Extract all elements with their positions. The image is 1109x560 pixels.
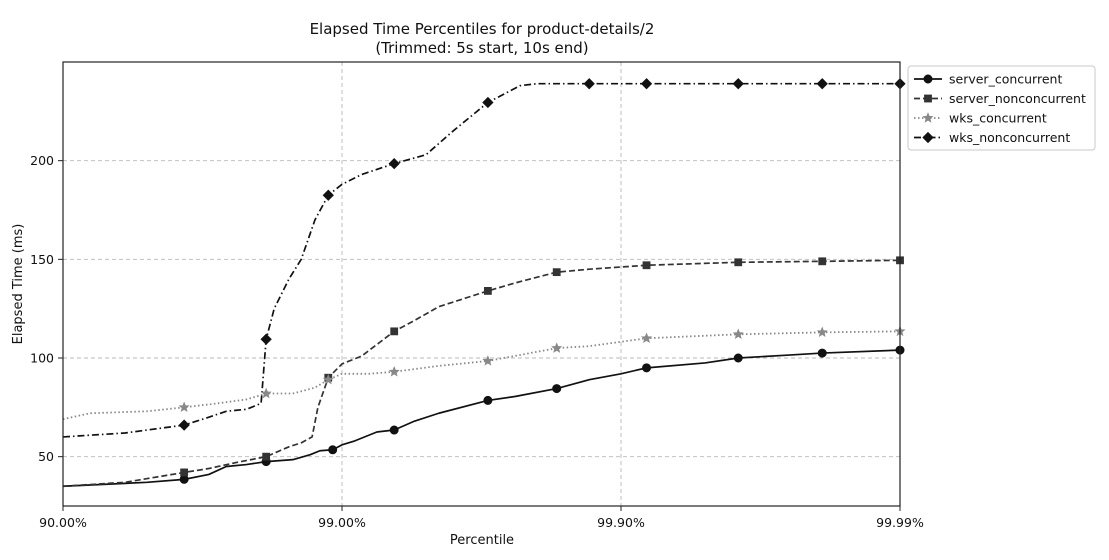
data-point-server-concurrent bbox=[733, 353, 743, 363]
data-point-server-concurrent bbox=[389, 425, 399, 435]
x-tick-label: 99.99% bbox=[876, 515, 924, 530]
tick-layer: 90.00% 99.00% 99.90% 99.99% 50 100 150 200 bbox=[30, 153, 924, 530]
data-point-wks-nonconcurrent bbox=[482, 96, 494, 109]
data-point-server-concurrent bbox=[552, 384, 562, 394]
data-point-server-concurrent bbox=[328, 445, 338, 455]
x-tick-label: 99.00% bbox=[318, 515, 366, 530]
x-tick-label: 99.90% bbox=[597, 515, 645, 530]
data-point-wks-nonconcurrent bbox=[640, 78, 653, 90]
x-axis-label: Percentile bbox=[450, 533, 514, 548]
data-point-server-nonconcurrent bbox=[642, 261, 651, 270]
grid-layer bbox=[63, 62, 900, 506]
plot-frame bbox=[62, 61, 901, 507]
data-point-wks-concurrent bbox=[322, 373, 334, 385]
y-tick-label: 150 bbox=[30, 252, 54, 267]
data-point-server-concurrent bbox=[179, 474, 189, 484]
data-point-wks-nonconcurrent bbox=[260, 333, 272, 345]
data-point-server-nonconcurrent bbox=[483, 287, 492, 295]
y-tick-label: 200 bbox=[30, 153, 54, 168]
series-layer bbox=[62, 82, 901, 488]
legend-box bbox=[907, 65, 1096, 151]
legend-label-server-nonconcurrent: server_nonconcurrent bbox=[949, 91, 1086, 106]
data-point-wks-concurrent bbox=[732, 328, 744, 340]
data-point-server-nonconcurrent bbox=[390, 327, 399, 336]
data-point-wks-concurrent bbox=[482, 355, 494, 366]
chart-title: Elapsed Time Percentiles for product-det… bbox=[310, 20, 655, 38]
series-line-wks-concurrent bbox=[62, 330, 901, 421]
data-point-wks-concurrent bbox=[388, 366, 400, 377]
data-point-server-nonconcurrent bbox=[552, 268, 561, 277]
data-point-wks-concurrent bbox=[816, 326, 828, 338]
data-point-wks-concurrent bbox=[178, 401, 190, 413]
data-point-server-nonconcurrent bbox=[180, 468, 189, 477]
data-point-wks-concurrent bbox=[260, 387, 272, 399]
y-axis-label: Elapsed Time (ms) bbox=[11, 224, 26, 345]
legend-marker-server-nonconcurrent bbox=[924, 94, 932, 103]
data-point-server-nonconcurrent bbox=[262, 452, 271, 461]
data-point-wks-nonconcurrent bbox=[732, 78, 744, 90]
data-point-server-concurrent bbox=[642, 363, 652, 373]
y-tick-label: 100 bbox=[30, 351, 54, 366]
legend-label-server-concurrent: server_concurrent bbox=[949, 71, 1062, 86]
series-line-server-concurrent bbox=[62, 349, 901, 488]
data-point-wks-nonconcurrent bbox=[388, 158, 400, 170]
data-point-wks-concurrent bbox=[551, 342, 563, 353]
legend: server_concurrent server_nonconcurrentwks… bbox=[907, 65, 1096, 151]
data-point-wks-nonconcurrent bbox=[322, 189, 334, 201]
legend-label-wks-concurrent: wks_concurrent bbox=[949, 110, 1047, 125]
data-point-server-concurrent bbox=[817, 348, 827, 358]
legend-marker-wks-nonconcurrent bbox=[922, 131, 934, 144]
data-point-server-nonconcurrent bbox=[734, 258, 743, 267]
series-line-server-nonconcurrent bbox=[62, 259, 901, 488]
chart-subtitle: (Trimmed: 5s start, 10s end) bbox=[375, 39, 588, 57]
legend-marker-wks-concurrent bbox=[922, 112, 934, 123]
data-point-wks-concurrent bbox=[641, 332, 653, 343]
legend-marker-server-concurrent bbox=[923, 74, 933, 84]
x-tick-label: 90.00% bbox=[39, 515, 87, 530]
marker-layer bbox=[178, 78, 906, 484]
data-point-wks-nonconcurrent bbox=[816, 78, 828, 90]
y-tick-label: 50 bbox=[38, 449, 54, 464]
data-point-server-concurrent bbox=[483, 395, 493, 405]
data-point-server-nonconcurrent bbox=[818, 257, 827, 266]
data-point-wks-nonconcurrent bbox=[178, 419, 190, 431]
data-point-wks-nonconcurrent bbox=[583, 78, 595, 90]
legend-label-wks-nonconcurrent: wks_nonconcurrent bbox=[949, 130, 1070, 145]
